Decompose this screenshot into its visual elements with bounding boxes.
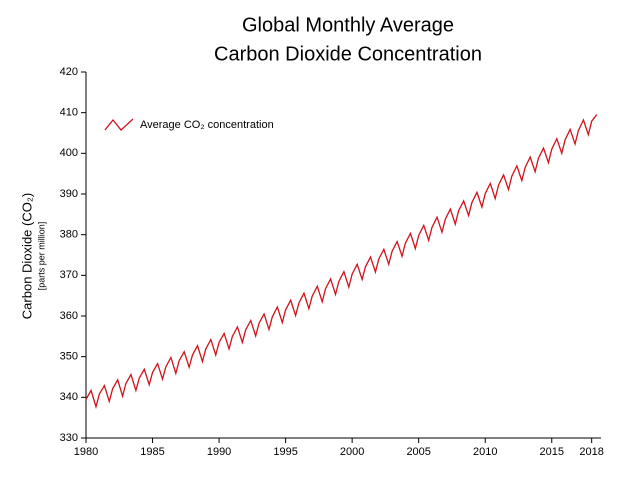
- data-line: [85, 114, 598, 410]
- y-tick-label: 420: [60, 66, 78, 78]
- y-tick-label: 330: [60, 432, 78, 444]
- y-tick-label: 410: [60, 107, 78, 119]
- x-tick-label: 1995: [273, 446, 297, 458]
- legend-label: Average CO₂ concentration: [140, 119, 274, 131]
- x-tick-label: 2000: [340, 446, 364, 458]
- x-tick-label: 1980: [74, 446, 98, 458]
- y-tick-label: 380: [60, 229, 78, 241]
- x-tick-label: 1990: [207, 446, 231, 458]
- legend-swatch: [104, 118, 134, 131]
- y-tick-label: 340: [60, 391, 78, 403]
- x-tick-label: 2010: [473, 446, 497, 458]
- y-tick-label: 370: [60, 269, 78, 281]
- y-tick-label: 400: [60, 147, 78, 159]
- y-tick-label: 350: [60, 351, 78, 363]
- y-tick-label: 360: [60, 310, 78, 322]
- y-axis-note: [parts per million]: [36, 222, 46, 291]
- chart-title: Global Monthly Average: [242, 14, 454, 36]
- x-tick-label: 2018: [579, 446, 603, 458]
- x-tick-label: 1985: [140, 446, 164, 458]
- x-tick-label: 2015: [540, 446, 564, 458]
- y-axis-label: Carbon Dioxide (CO₂): [19, 193, 34, 319]
- x-tick-label: 2005: [406, 446, 430, 458]
- y-tick-label: 390: [60, 188, 78, 200]
- chart-title: Carbon Dioxide Concentration: [214, 43, 482, 65]
